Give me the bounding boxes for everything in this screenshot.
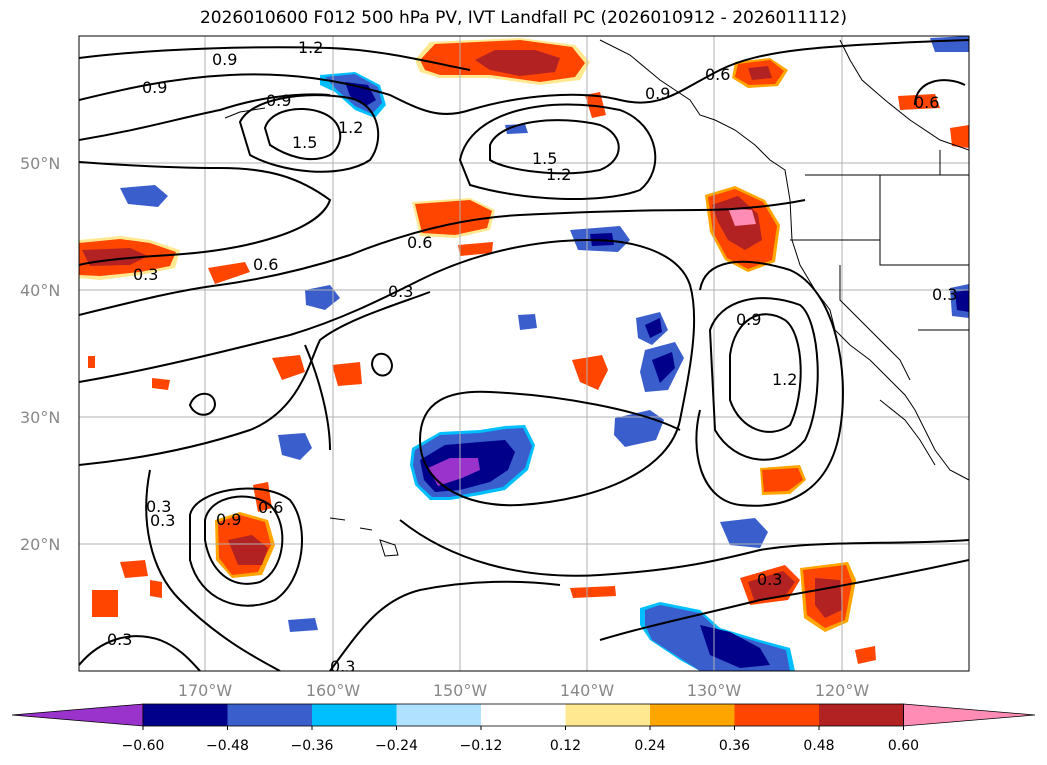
coastline [224,39,969,557]
colorbar: −0.60 −0.48 −0.36 −0.24 −0.12 0.12 0.24 0.36 0.4… [11,703,1036,754]
lat-label: 40°N [20,281,60,300]
colorbar-segment [143,704,228,726]
contour-labels: 1.2 0.9 0.9 0.9 1.5 1.2 1.5 1.2 0.9 0.6 … [107,38,957,676]
contour-label: 1.5 [292,133,317,152]
contour-label: 0.3 [146,497,171,516]
colorbar-segment [396,704,481,726]
lon-label: 160°W [306,681,361,700]
contour-label: 0.9 [736,310,761,329]
lon-label: 170°W [178,681,233,700]
lat-label: 30°N [20,408,60,427]
colorbar-segment [734,704,819,726]
lon-label: 140°W [560,681,615,700]
contour-label: 1.2 [298,38,323,57]
colorbar-tick-label: −0.60 [122,738,165,754]
lat-label: 50°N [20,154,60,173]
contour-label: 1.2 [546,165,571,184]
colorbar-tick-label: −0.12 [460,738,503,754]
contour-label: 0.3 [107,630,132,649]
lat-label: 20°N [20,535,60,554]
colorbar-extend-low [11,703,144,727]
colorbar-tick-label: 0.12 [550,738,581,754]
colorbar-tick-label: −0.36 [291,738,334,754]
contour-label: 0.9 [266,91,291,110]
pv-contours [79,39,969,671]
colorbar-tick-label: 0.48 [803,738,834,754]
contour-label: 1.5 [532,149,557,168]
contour-label: 0.3 [388,282,413,301]
colorbar-segment [312,704,397,726]
colorbar-segment [565,704,650,726]
colorbar-tick-label: 0.60 [888,738,919,754]
contour-label: 0.9 [212,50,237,69]
lon-label: 120°W [815,681,870,700]
contour-label: 0.6 [253,255,278,274]
contour-label: 0.3 [150,511,175,530]
contour-label: 1.2 [338,118,363,137]
colorbar-tick-label: −0.24 [375,738,418,754]
colorbar-extend-high [903,703,1036,727]
contour-label: 0.9 [645,84,670,103]
lon-label: 130°W [687,681,742,700]
map-panel: 1.2 0.9 0.9 0.9 1.5 1.2 1.5 1.2 0.9 0.6 … [79,36,969,676]
colorbar-tick-label: 0.24 [634,738,665,754]
contour-label: 0.6 [407,233,432,252]
colorbar-segment [481,704,566,726]
colorbar-segment [650,704,735,726]
contour-label: 0.6 [914,93,939,112]
graticule [79,36,969,671]
contour-label: 0.9 [216,510,241,529]
contour-label: 0.9 [142,78,167,97]
colorbar-frame [142,703,904,727]
contour-label: 1.2 [772,370,797,389]
map-title: 2026010600 F012 500 hPa PV, IVT Landfall… [199,8,847,28]
contour-label: 0.3 [757,570,782,589]
colorbar-segment [819,704,904,726]
colorbar-tick-label: −0.48 [206,738,249,754]
colorbar-tick-label: 0.36 [719,738,750,754]
lon-label: 150°W [433,681,488,700]
colorbar-segment [227,704,312,726]
contour-label: 0.6 [705,65,730,84]
longitude-labels: 170°W 160°W 150°W 140°W 130°W 120°W [178,681,870,700]
contour-label: 0.3 [133,265,158,284]
contour-label: 0.6 [258,498,283,517]
contour-label: 0.3 [330,657,355,676]
map-frame [78,35,970,672]
latitude-labels: 50°N 40°N 30°N 20°N [20,154,60,554]
contour-label: 0.3 [932,285,957,304]
